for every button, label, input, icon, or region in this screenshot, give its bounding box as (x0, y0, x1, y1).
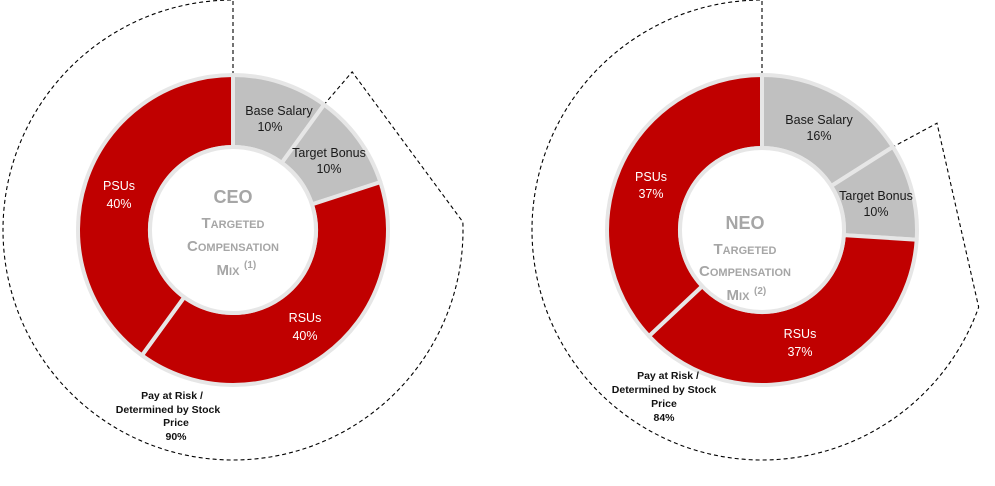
ceo-slice-label-rsus-value: 40% (292, 329, 317, 343)
neo-slice-label-psus-name: PSUs (635, 170, 667, 184)
ceo-center-line3: Compensation (187, 238, 279, 255)
neo-risk-label-line1: Pay at Risk / (637, 370, 699, 382)
neo-center-line4: Mix (727, 287, 751, 304)
ceo-slice-label-base-salary-value: 10% (257, 120, 282, 134)
neo-slice-label-base-salary-value: 16% (806, 129, 831, 143)
ceo-slice-label-target-bonus-name: Target Bonus (292, 146, 366, 160)
neo-chart: Base Salary 16% Target Bonus 10% RSUs 37… (531, 0, 980, 461)
neo-risk-label-value: 84% (653, 412, 675, 424)
neo-slice-label-rsus-value: 37% (787, 345, 812, 359)
ceo-donut-slices (76, 73, 390, 387)
ceo-risk-label-line3: Price (163, 417, 189, 429)
neo-slice-label-target-bonus-name: Target Bonus (839, 189, 913, 203)
neo-slice-label-rsus-name: RSUs (784, 327, 817, 341)
ceo-slice-label-psus-value: 40% (106, 197, 131, 211)
ceo-pay-at-risk-outline (2, 0, 464, 461)
neo-risk-label-line2: Determined by Stock (612, 384, 717, 396)
neo-center-footnote: (2) (754, 286, 766, 297)
neo-slice-label-psus-value: 37% (638, 187, 663, 201)
neo-slice-label-target-bonus-value: 10% (863, 205, 888, 219)
ceo-slice-label-base-salary-name: Base Salary (245, 104, 313, 118)
ceo-center-line4: Mix (217, 262, 241, 279)
ceo-slice-label-target-bonus-value: 10% (316, 162, 341, 176)
neo-pay-at-risk-outline (531, 0, 980, 461)
neo-donut-hole (678, 146, 846, 314)
ceo-chart: Base Salary 10% Target Bonus 10% RSUs 40… (2, 0, 464, 461)
ceo-risk-label-line1: Pay at Risk / (141, 390, 203, 402)
ceo-risk-label-line2: Determined by Stock (116, 404, 221, 416)
neo-risk-label-line3: Price (651, 398, 677, 410)
neo-center-line2: Targeted (714, 241, 777, 258)
neo-donut-slices (605, 73, 919, 387)
ceo-center-line2: Targeted (202, 215, 265, 232)
ceo-center-footnote: (1) (244, 260, 256, 271)
neo-center-line3: Compensation (699, 263, 791, 280)
ceo-slice-label-rsus-name: RSUs (289, 311, 322, 325)
ceo-center-line1: CEO (213, 187, 252, 207)
ceo-risk-label-value: 90% (165, 431, 187, 443)
ceo-donut-hole (148, 145, 318, 315)
ceo-slice-label-psus-name: PSUs (103, 179, 135, 193)
neo-center-line1: NEO (725, 213, 764, 233)
neo-slice-label-base-salary-name: Base Salary (785, 113, 853, 127)
